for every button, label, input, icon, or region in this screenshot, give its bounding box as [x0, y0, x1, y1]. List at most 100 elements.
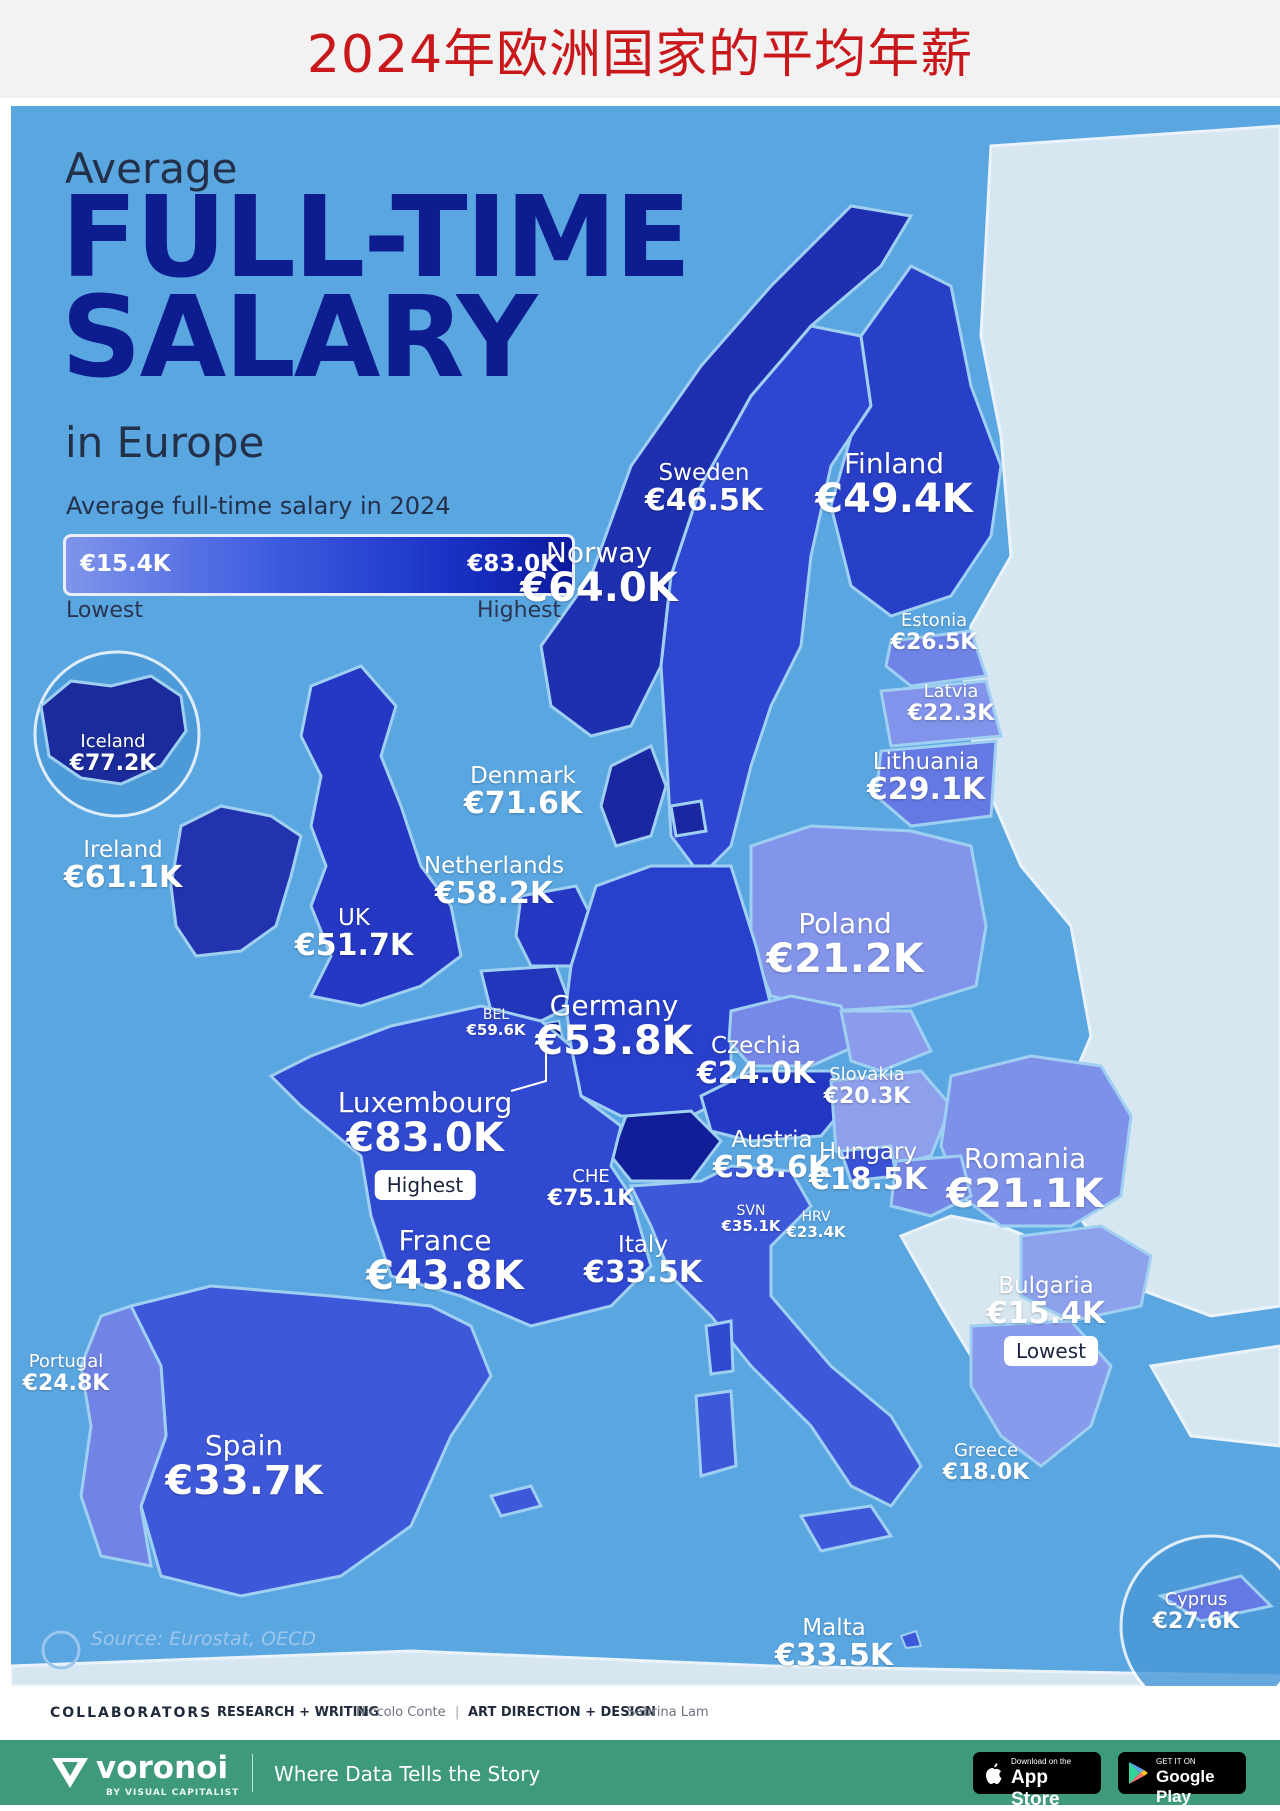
- label-portugal-name: Portugal: [28, 1351, 104, 1372]
- label-netherlands-name: Netherlands: [423, 853, 565, 879]
- label-cyprus-name: Cyprus: [1164, 1589, 1228, 1610]
- label-denmark-value: €71.6K: [463, 786, 583, 822]
- label-latvia: Latvia €22.3K: [907, 682, 995, 726]
- google-play-button[interactable]: GET IT ON Google Play: [1118, 1752, 1246, 1806]
- label-ireland-value: €61.1K: [63, 860, 183, 896]
- label-spain-name: Spain: [204, 1429, 284, 1462]
- country-hungary: [829, 1069, 953, 1173]
- label-lithuania-value: €29.1K: [866, 772, 986, 808]
- label-italy-name: Italy: [618, 1232, 668, 1258]
- label-netherlands: Netherlands €58.2K: [424, 854, 564, 910]
- label-belgium: BEL €59.6K: [466, 1008, 525, 1038]
- island-balearics: [488, 1484, 544, 1518]
- badge-lowest: Lowest: [1004, 1336, 1098, 1366]
- label-austria-value: €58.6K: [712, 1150, 832, 1186]
- country-sweden: [659, 324, 873, 879]
- label-norway-name: Norway: [545, 536, 653, 569]
- label-poland-name: Poland: [798, 907, 892, 940]
- app-store-small-text: Download on the: [1011, 1757, 1072, 1766]
- label-sweden: Sweden €46.5K: [645, 461, 763, 517]
- label-germany-name: Germany: [549, 989, 679, 1022]
- country-finland: [829, 264, 1003, 618]
- label-france-name: France: [398, 1224, 492, 1257]
- label-czechia-value: €24.0K: [696, 1056, 816, 1092]
- source-note: Source: Eurostat, OECD: [91, 1628, 316, 1650]
- app-store-text: App Store: [1011, 1767, 1060, 1810]
- label-greece: Greece €18.0K: [942, 1440, 1030, 1485]
- label-slovakia-name: Slovakia: [829, 1064, 905, 1085]
- label-slovenia-value: €35.1K: [721, 1216, 781, 1235]
- label-germany-value: €53.8K: [535, 1018, 693, 1065]
- island-sardinia: [694, 1389, 738, 1478]
- country-uk: [299, 664, 463, 1008]
- label-portugal: Portugal €24.8K: [22, 1351, 110, 1396]
- label-poland-value: €21.2K: [766, 936, 924, 983]
- label-iceland-name: Iceland: [80, 731, 146, 752]
- label-austria-name: Austria: [731, 1127, 813, 1153]
- research-name: Niccolo Conte: [356, 1705, 446, 1720]
- label-greece-value: €18.0K: [942, 1459, 1030, 1485]
- design-label: ART DIRECTION + DESIGN: [468, 1705, 656, 1720]
- country-bulgaria: [1019, 1224, 1153, 1323]
- map-frame: Average FULL-TIME SALARY in Europe Avera…: [11, 106, 1280, 1686]
- footer-divider: [252, 1754, 253, 1792]
- country-portugal: [79, 1304, 168, 1568]
- label-italy: Italy €33.5K: [584, 1233, 702, 1289]
- label-lithuania: Lithuania €29.1K: [867, 750, 985, 806]
- label-france: France €43.8K: [366, 1224, 524, 1300]
- label-romania: Romania €21.1K: [946, 1144, 1104, 1216]
- label-switzerland-name: CHE: [572, 1166, 610, 1187]
- legend-min-value: €15.4K: [80, 551, 171, 577]
- country-estonia: [884, 629, 988, 688]
- label-croatia: HRV €23.4K: [786, 1210, 845, 1240]
- label-switzerland-value: €75.1K: [547, 1185, 635, 1211]
- label-belgium-name: BEL: [482, 1007, 510, 1023]
- footer-tagline: Where Data Tells the Story: [274, 1762, 541, 1786]
- footer-brand-sub: BY VISUAL CAPITALIST: [106, 1788, 240, 1798]
- label-malta: Malta €33.5K: [775, 1616, 893, 1672]
- label-slovakia: Slovakia €20.3K: [823, 1064, 911, 1109]
- label-ireland-name: Ireland: [83, 837, 163, 863]
- label-malta-value: €33.5K: [774, 1638, 894, 1674]
- footer: voronoi BY VISUAL CAPITALIST Where Data …: [0, 1740, 1280, 1810]
- legend-highest-label: Highest: [477, 598, 562, 623]
- label-cyprus-value: €27.6K: [1152, 1608, 1240, 1634]
- label-hungary: Hungary €18.5K: [809, 1140, 927, 1196]
- label-slovakia-value: €20.3K: [823, 1083, 911, 1109]
- label-slovenia: SVN €35.1K: [721, 1204, 780, 1234]
- label-bulgaria-name: Bulgaria: [998, 1273, 1094, 1299]
- land-east: [959, 124, 1280, 1318]
- label-estonia-name: Estonia: [900, 610, 968, 631]
- label-iceland: Iceland €77.2K: [69, 731, 157, 776]
- header-salary: SALARY: [61, 273, 538, 403]
- country-malta: [899, 1629, 923, 1650]
- apple-icon: [986, 1763, 1002, 1784]
- research-label: RESEARCH + WRITING: [217, 1705, 380, 1720]
- legend-title: Average full-time salary in 2024: [66, 492, 451, 520]
- country-belgium: [479, 964, 573, 1023]
- label-malta-name: Malta: [802, 1615, 866, 1641]
- label-sweden-value: €46.5K: [644, 483, 764, 519]
- label-austria: Austria €58.6K: [713, 1128, 831, 1184]
- label-portugal-value: €24.8K: [22, 1370, 110, 1396]
- country-croatia: [889, 1154, 973, 1218]
- label-iceland-value: €77.2K: [69, 750, 157, 776]
- label-greece-name: Greece: [953, 1440, 1019, 1461]
- legend-gradient-bar: €15.4K €83.0K: [63, 534, 575, 596]
- label-france-value: €43.8K: [366, 1253, 524, 1300]
- label-luxembourg-name: Luxembourg: [337, 1086, 513, 1119]
- label-hungary-name: Hungary: [818, 1139, 918, 1165]
- country-denmark: [599, 743, 668, 848]
- label-bulgaria: Bulgaria €15.4K: [987, 1274, 1105, 1330]
- header-full-time: FULL-TIME: [61, 173, 691, 303]
- label-croatia-name: HRV: [801, 1209, 831, 1225]
- label-finland-value: €49.4K: [815, 476, 973, 523]
- label-spain-value: €33.7K: [165, 1458, 323, 1505]
- label-spain: Spain €33.7K: [165, 1429, 323, 1505]
- island-sicily: [798, 1504, 894, 1553]
- app-store-button[interactable]: Download on the App Store: [973, 1752, 1101, 1810]
- label-poland: Poland €21.2K: [766, 907, 924, 983]
- label-cyprus: Cyprus €27.6K: [1152, 1589, 1240, 1634]
- label-slovenia-name: SVN: [736, 1203, 766, 1219]
- label-latvia-value: €22.3K: [907, 700, 995, 726]
